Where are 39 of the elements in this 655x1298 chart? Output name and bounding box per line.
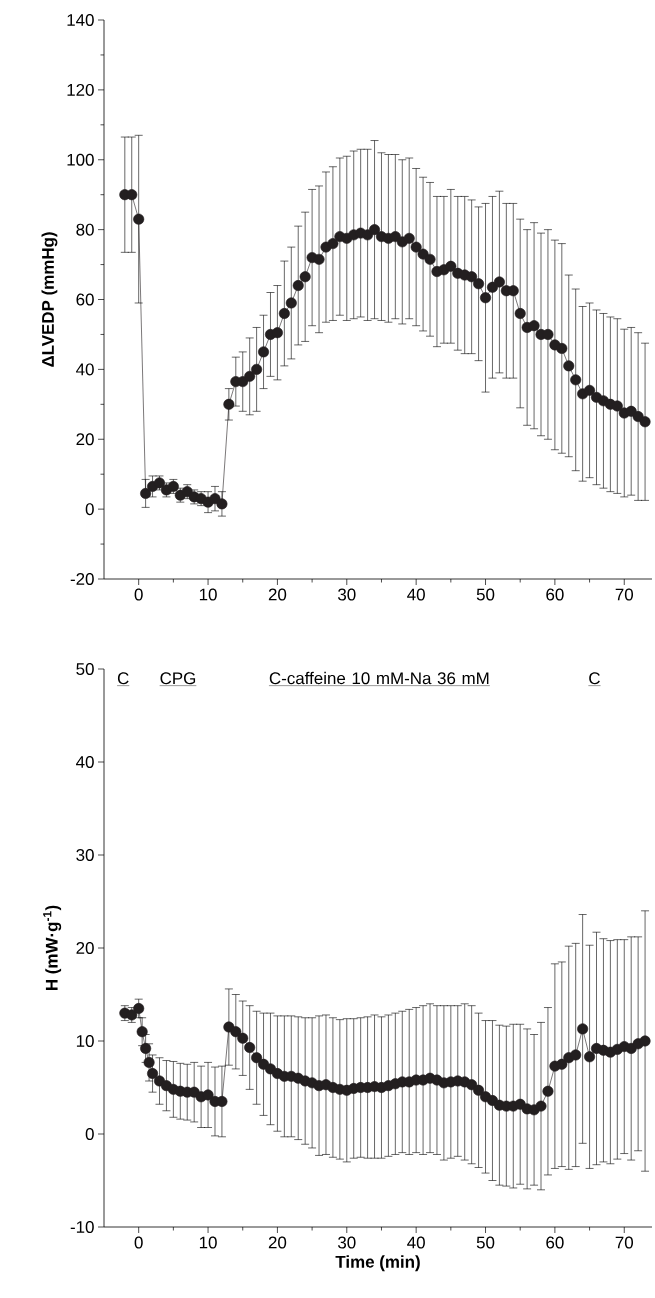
x-tick-label: 50 — [476, 1236, 495, 1249]
x-tick-label: 30 — [338, 588, 356, 601]
x-tick-label: 20 — [268, 588, 287, 601]
y-tick-label: 0 — [85, 503, 94, 516]
annotation: C — [117, 672, 129, 685]
y-tick-label: 0 — [85, 1128, 94, 1141]
y-tick-label: 100 — [67, 153, 94, 166]
y-axis-title: ΔLVEDP (mmHg) — [41, 232, 58, 367]
y-tick-label: 40 — [76, 756, 94, 769]
annotation: C — [589, 672, 600, 685]
x-tick-label: 40 — [407, 588, 425, 601]
y-tick-label: 60 — [76, 293, 94, 306]
x-tick-label: 10 — [199, 1236, 217, 1249]
annotation: CPG — [160, 672, 196, 685]
y-tick-label: 80 — [76, 223, 94, 236]
y-tick-label: -20 — [70, 573, 94, 586]
y-tick-label: 20 — [76, 433, 94, 446]
y-axis-title: H (mW·g$^{-1}$) — [43, 905, 62, 991]
annotation: C-caffeine 10 mM-Na 36 mM — [269, 671, 489, 685]
x-tick-label: 0 — [134, 588, 143, 601]
x-tick-label: 60 — [546, 588, 564, 601]
x-tick-label: 30 — [338, 1236, 356, 1249]
x-tick-label: 0 — [134, 1236, 143, 1249]
y-tick-label: 120 — [67, 83, 94, 96]
x-tick-label: 70 — [615, 1236, 634, 1249]
y-tick-label: 20 — [76, 942, 94, 955]
y-tick-label: 40 — [76, 363, 94, 376]
x-tick-label: 60 — [546, 1236, 564, 1249]
x-tick-label: 70 — [615, 588, 634, 601]
x-tick-label: 40 — [407, 1236, 425, 1249]
x-axis-title: Time (min) — [335, 1255, 420, 1272]
y-tick-label: -10 — [70, 1221, 94, 1234]
x-tick-label: 10 — [199, 588, 217, 601]
y-tick-label: 50 — [76, 663, 94, 676]
y-tick-label: 30 — [76, 849, 94, 862]
x-tick-label: 50 — [476, 588, 495, 601]
y-tick-label: 10 — [76, 1035, 94, 1048]
y-tick-label: 140 — [67, 14, 94, 26]
x-tick-label: 20 — [268, 1236, 287, 1249]
